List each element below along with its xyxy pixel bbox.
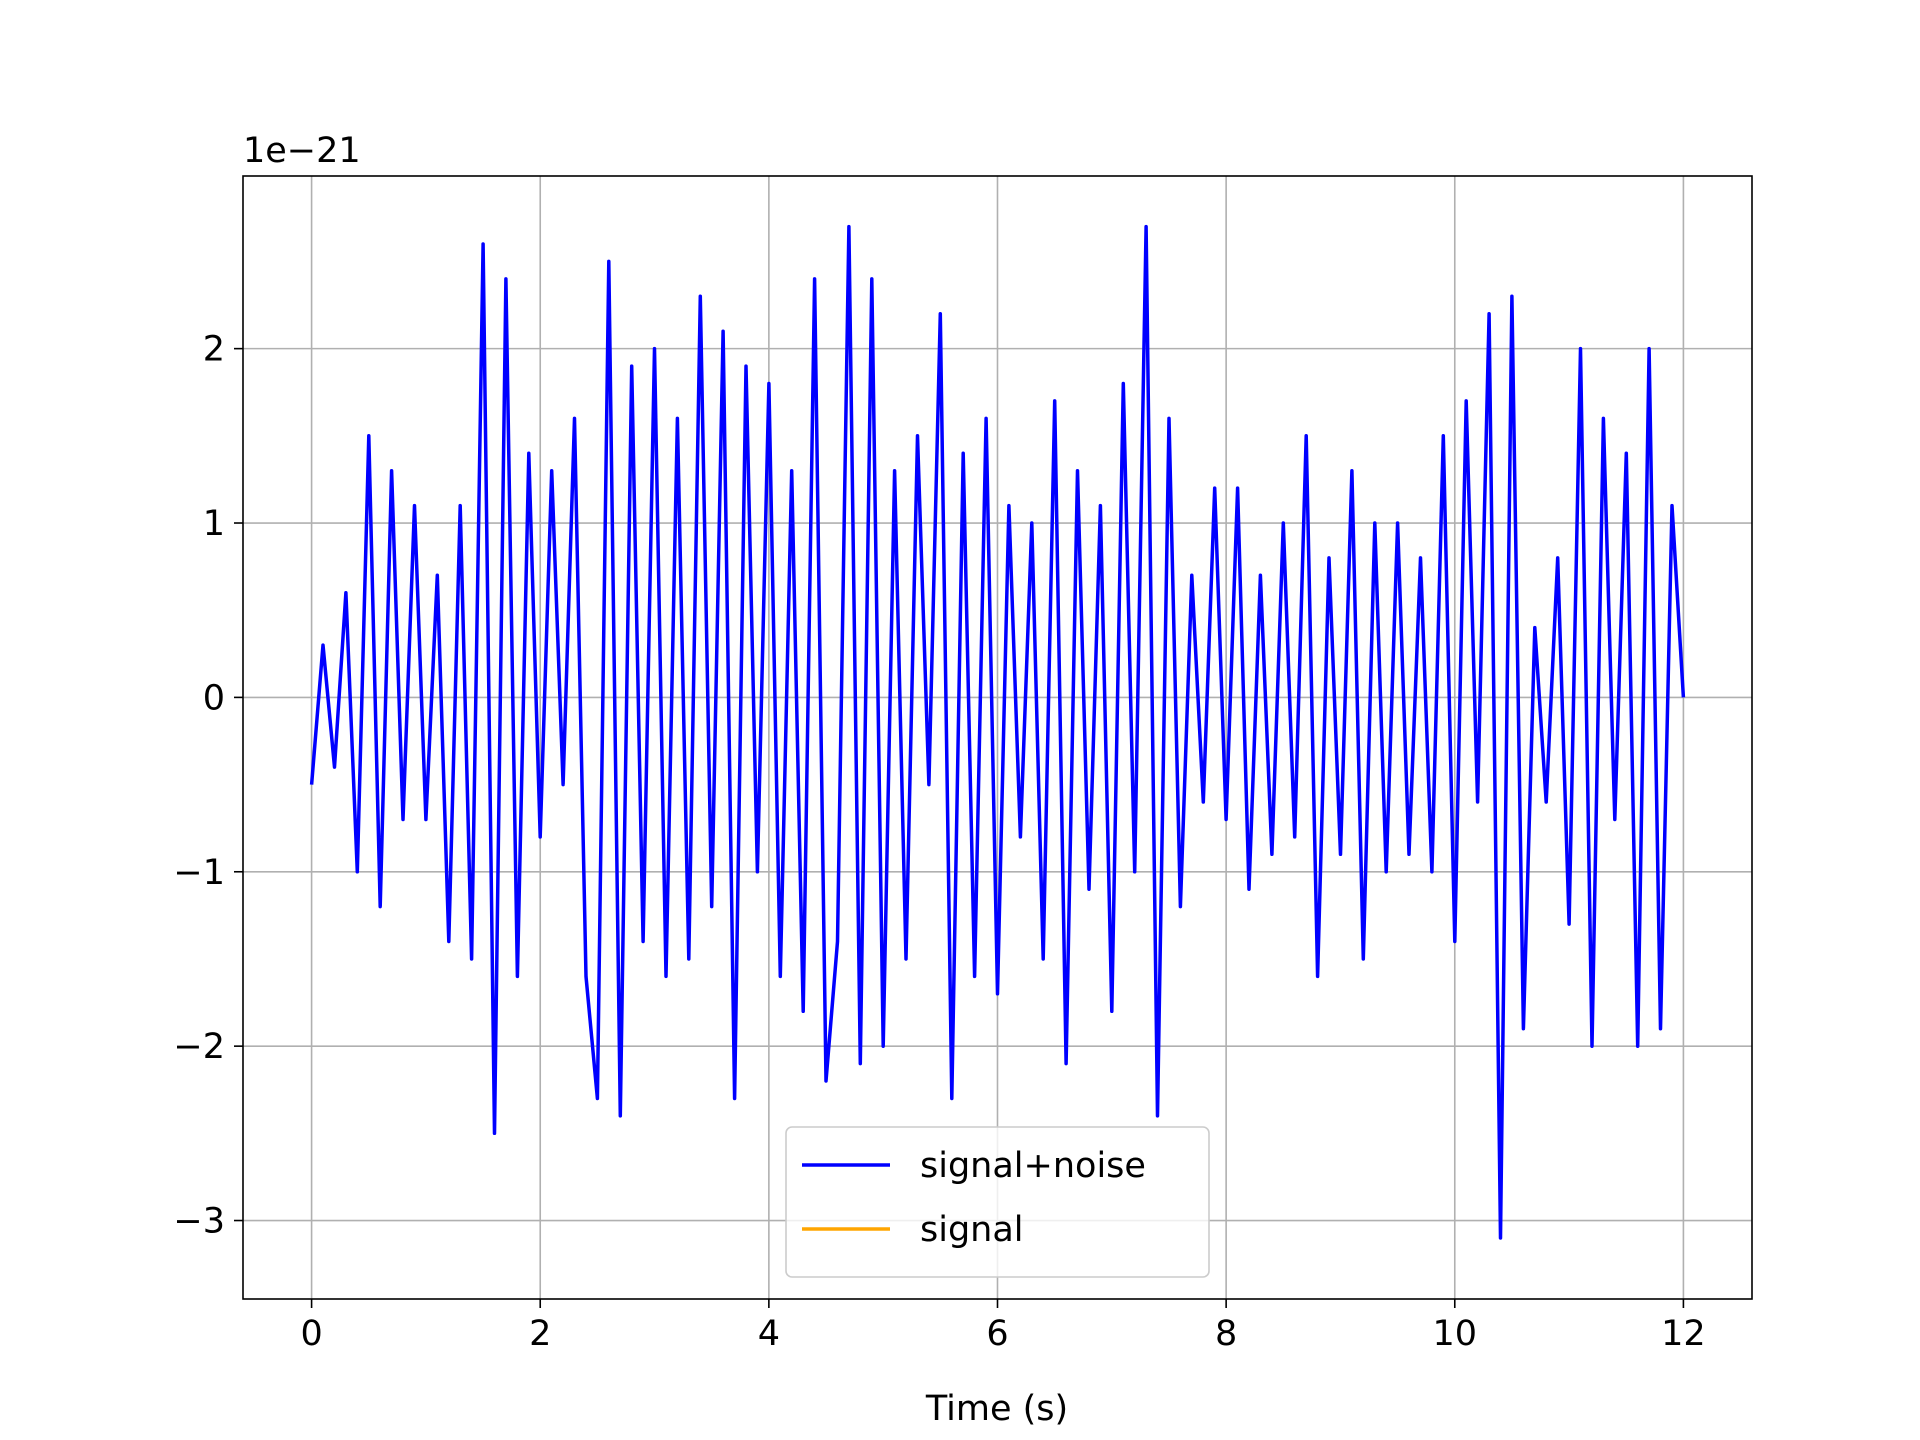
plot-frame xyxy=(242,175,1753,1300)
x-tick-label: 8 xyxy=(1215,1314,1237,1354)
y-tick-label: −3 xyxy=(173,1202,225,1242)
legend-label: signal+noise xyxy=(920,1146,1146,1186)
y-tick-label: −1 xyxy=(173,853,225,893)
y-tick-label: 2 xyxy=(203,330,225,370)
y-offset-label: 1e−21 xyxy=(243,131,361,171)
legend-box xyxy=(785,1126,1210,1278)
x-tick-label: 6 xyxy=(986,1314,1008,1354)
y-tick-label: −2 xyxy=(173,1027,225,1067)
y-tick-label: 1 xyxy=(203,504,225,544)
x-tick-label: 2 xyxy=(529,1314,551,1354)
x-axis-label: Time (s) xyxy=(925,1389,1068,1429)
x-tick-label: 12 xyxy=(1661,1314,1706,1354)
legend-label: signal xyxy=(920,1210,1024,1250)
x-tick-label: 4 xyxy=(758,1314,780,1354)
x-tick-label: 0 xyxy=(300,1314,322,1354)
y-tick-label: 0 xyxy=(203,678,225,718)
series-line xyxy=(309,224,1686,1240)
x-tick-label: 10 xyxy=(1432,1314,1477,1354)
